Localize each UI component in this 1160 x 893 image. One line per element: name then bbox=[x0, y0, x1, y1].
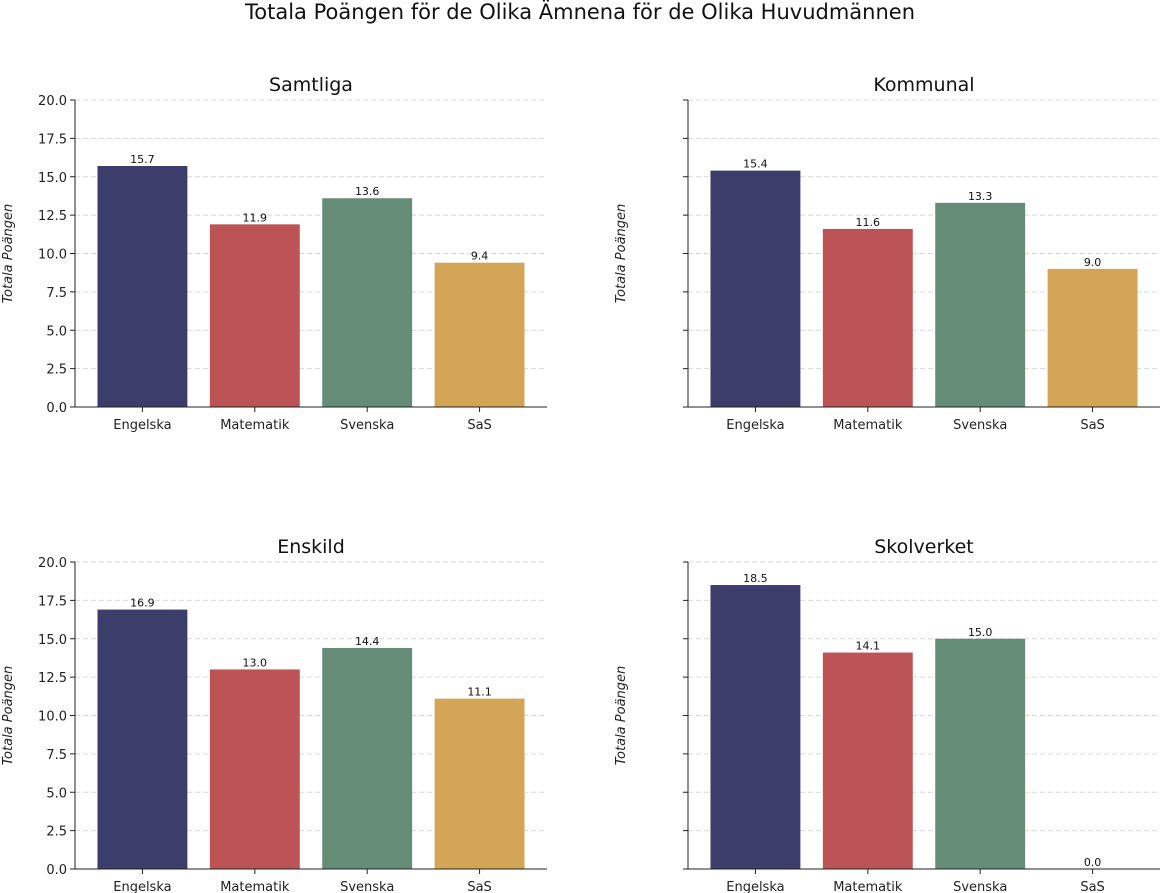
y-tick-label: 5.0 bbox=[46, 786, 67, 801]
bar-value-label: 9.0 bbox=[1084, 256, 1102, 269]
y-tick-label: 17.5 bbox=[38, 132, 67, 147]
x-tick-label: Matematik bbox=[220, 418, 290, 433]
y-tick-label: 17.5 bbox=[38, 594, 67, 609]
subplot-title: Kommunal bbox=[873, 74, 974, 96]
y-axis-label: Totala Poängen bbox=[614, 666, 629, 766]
y-tick-label: 10.0 bbox=[38, 710, 67, 725]
bar-svenska bbox=[322, 198, 413, 407]
y-tick-label: 2.5 bbox=[46, 825, 67, 840]
bar-sas bbox=[434, 698, 525, 869]
y-axis-label: Totala Poängen bbox=[1, 204, 16, 304]
bar-value-label: 13.0 bbox=[243, 656, 268, 669]
bar-value-label: 13.3 bbox=[968, 190, 993, 203]
x-tick-label: SaS bbox=[1080, 880, 1104, 893]
bar-value-label: 15.0 bbox=[968, 626, 993, 639]
y-tick-label: 5.0 bbox=[46, 324, 67, 339]
bar-svenska bbox=[935, 202, 1026, 407]
y-tick-label: 15.0 bbox=[38, 171, 67, 186]
bar-matematik bbox=[822, 228, 913, 407]
x-tick-label: Engelska bbox=[113, 418, 171, 433]
bar-engelska bbox=[97, 166, 188, 407]
bar-sas bbox=[434, 262, 525, 407]
y-tick-label: 12.5 bbox=[38, 671, 67, 686]
y-tick-label: 2.5 bbox=[46, 363, 67, 378]
y-tick-label: 20.0 bbox=[38, 94, 67, 109]
x-tick-label: Matematik bbox=[220, 880, 290, 893]
figure-title: Totala Poängen för de Olika Ämnena för d… bbox=[244, 0, 916, 24]
chart-panel-0: 0.0 2.5 5.0 7.5 10.0 12.5 15.0 17.5 20.0 15.7 Enge… bbox=[1, 74, 547, 433]
y-tick-label: 15.0 bbox=[38, 633, 67, 648]
bar-matematik bbox=[209, 224, 300, 407]
bar-sas bbox=[1047, 268, 1138, 407]
bar-value-label: 18.5 bbox=[743, 572, 768, 585]
bar-value-label: 11.1 bbox=[467, 686, 492, 699]
x-tick-label: SaS bbox=[467, 880, 491, 893]
bar-svenska bbox=[322, 647, 413, 869]
x-tick-label: Engelska bbox=[726, 880, 784, 893]
subplot-title: Enskild bbox=[277, 536, 345, 558]
bar-value-label: 11.9 bbox=[243, 211, 268, 224]
y-axis-label: Totala Poängen bbox=[1, 666, 16, 766]
x-tick-label: Engelska bbox=[113, 880, 171, 893]
bar-matematik bbox=[822, 652, 913, 869]
y-tick-label: 10.0 bbox=[38, 248, 67, 263]
bar-matematik bbox=[209, 669, 300, 869]
y-tick-label: 0.0 bbox=[46, 863, 67, 878]
bar-value-label: 15.7 bbox=[130, 153, 155, 166]
subplot-title: Samtliga bbox=[269, 74, 353, 96]
bar-value-label: 15.4 bbox=[743, 158, 768, 171]
bar-svenska bbox=[935, 638, 1026, 869]
y-tick-label: 7.5 bbox=[46, 748, 67, 763]
bar-engelska bbox=[97, 609, 188, 869]
x-tick-label: Matematik bbox=[833, 418, 903, 433]
x-tick-label: Svenska bbox=[953, 880, 1007, 893]
x-tick-label: Svenska bbox=[340, 880, 394, 893]
x-tick-label: SaS bbox=[467, 418, 491, 433]
bar-value-label: 14.4 bbox=[355, 635, 380, 648]
bar-engelska bbox=[710, 170, 801, 407]
bar-value-label: 14.1 bbox=[856, 640, 881, 653]
x-tick-label: Svenska bbox=[340, 418, 394, 433]
chart-panel-3: 18.5 Engelska 14.1 Matematik 15.0 Svenska 0.0 S… bbox=[614, 536, 1160, 893]
x-tick-label: Matematik bbox=[833, 880, 903, 893]
subplot-title: Skolverket bbox=[874, 536, 974, 558]
y-axis-label: Totala Poängen bbox=[614, 204, 629, 304]
bar-value-label: 0.0 bbox=[1084, 856, 1102, 869]
y-tick-label: 20.0 bbox=[38, 556, 67, 571]
bar-value-label: 9.4 bbox=[471, 250, 489, 263]
x-tick-label: SaS bbox=[1080, 418, 1104, 433]
bar-value-label: 11.6 bbox=[856, 216, 881, 229]
y-tick-label: 7.5 bbox=[46, 286, 67, 301]
y-tick-label: 0.0 bbox=[46, 401, 67, 416]
x-tick-label: Svenska bbox=[953, 418, 1007, 433]
bar-engelska bbox=[710, 585, 801, 869]
y-tick-label: 12.5 bbox=[38, 209, 67, 224]
chart-panel-1: 15.4 Engelska 11.6 Matematik 13.3 Svenska 9.0 S… bbox=[614, 74, 1160, 433]
x-tick-label: Engelska bbox=[726, 418, 784, 433]
bar-value-label: 13.6 bbox=[355, 185, 380, 198]
bar-value-label: 16.9 bbox=[130, 597, 155, 610]
chart-panel-2: 0.0 2.5 5.0 7.5 10.0 12.5 15.0 17.5 20.0 16.9 Enge… bbox=[1, 536, 547, 893]
